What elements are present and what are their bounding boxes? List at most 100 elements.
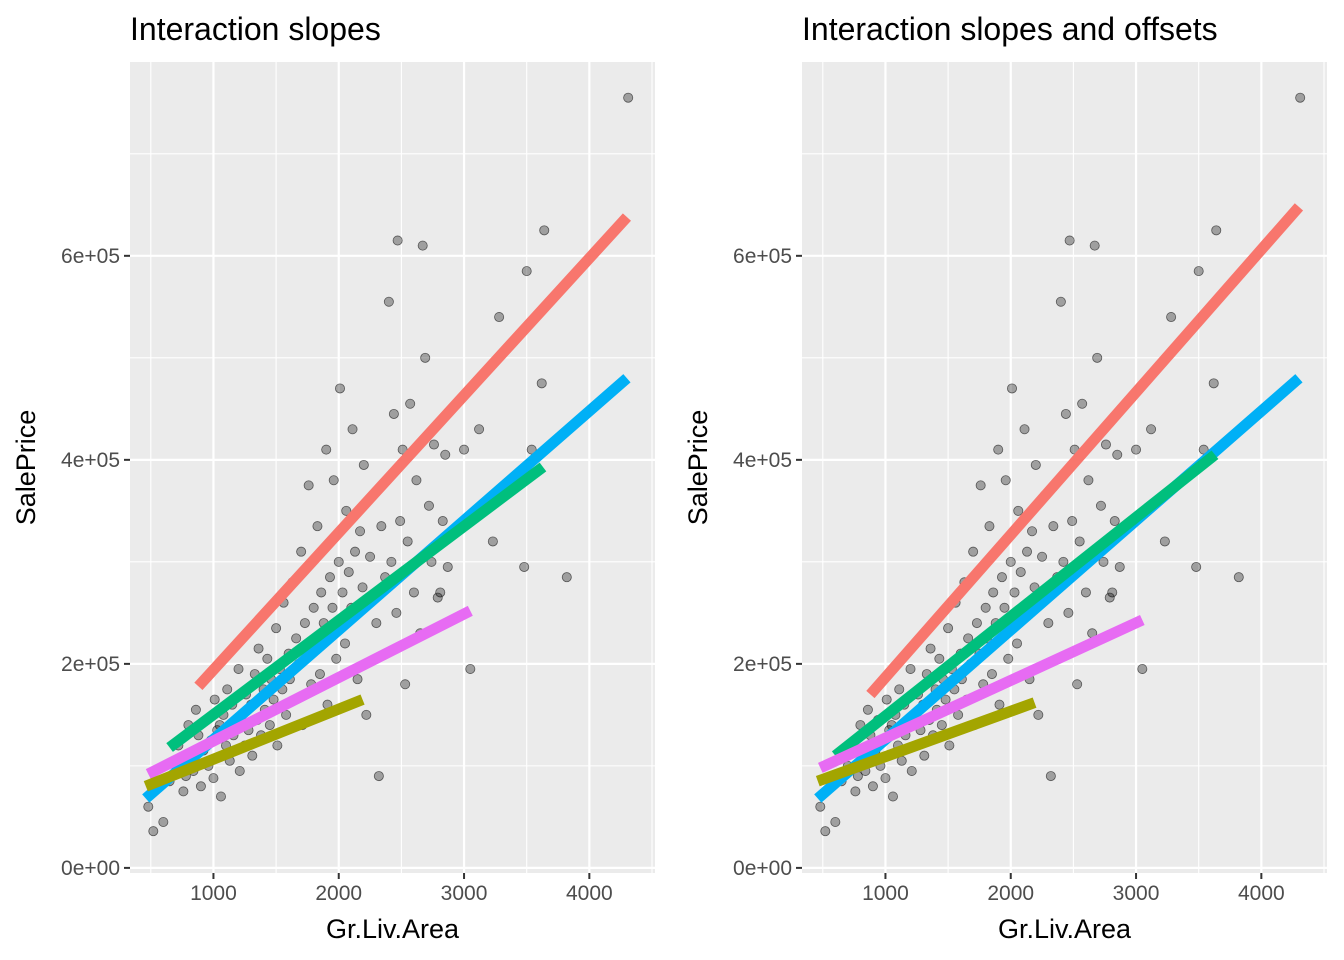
scatter-point	[158, 816, 169, 827]
y-axis-title: SalePrice	[11, 410, 41, 526]
scatter-point	[494, 312, 505, 323]
fit-line	[815, 697, 1037, 787]
scatter-point	[1098, 556, 1109, 567]
scatter-point	[253, 643, 264, 654]
scatter-point	[1100, 439, 1111, 450]
scatter-point	[1137, 663, 1148, 674]
scatter-point	[428, 439, 439, 450]
scatter-point	[209, 694, 220, 705]
x-tick-label: 1000	[862, 882, 909, 905]
scatter-point	[333, 556, 344, 567]
scatter-point	[178, 786, 189, 797]
fit-line	[143, 694, 365, 792]
scatter-point	[1092, 352, 1103, 363]
scatter-point	[1114, 561, 1125, 572]
scatter-point	[291, 633, 302, 644]
scatter-point	[355, 526, 366, 537]
scatter-point	[999, 602, 1010, 613]
scatter-point	[350, 546, 361, 557]
scatter-point	[1003, 653, 1014, 664]
scatter-point	[440, 449, 451, 460]
scatter-point	[432, 592, 443, 603]
scatter-point	[830, 816, 841, 827]
fit-line	[831, 450, 1219, 760]
scatter-point	[1211, 225, 1222, 236]
x-tick-label: 2000	[987, 882, 1034, 905]
scatter-point	[341, 505, 352, 516]
x-tick-label: 1000	[190, 882, 237, 905]
scatter-point	[994, 699, 1005, 710]
scatter-point	[420, 352, 431, 363]
scatter-point	[1131, 444, 1142, 455]
scatter-point	[919, 750, 930, 761]
scatter-point	[1166, 312, 1177, 323]
fit-line	[817, 615, 1145, 773]
scatter-point	[996, 572, 1007, 583]
scatter-point	[894, 684, 905, 695]
scatter-point	[423, 500, 434, 511]
y-tick-label: 2e+05	[61, 653, 120, 676]
scatter-point	[316, 587, 327, 598]
x-tick-label: 4000	[566, 882, 613, 905]
scatter-point	[340, 638, 351, 649]
scatter-point	[867, 781, 878, 792]
scatter-point	[222, 684, 233, 695]
scatter-point	[1074, 536, 1085, 547]
scatter-point	[1109, 516, 1120, 527]
scatter-point	[1045, 771, 1056, 782]
scatter-point	[1043, 618, 1054, 629]
scatter-point	[519, 561, 530, 572]
scatter-point	[347, 424, 358, 435]
scatter-point	[1208, 378, 1219, 389]
scatter-point	[190, 704, 201, 715]
panel-title: Interaction slopes and offsets	[802, 11, 1218, 47]
scatter-point	[296, 546, 307, 557]
scatter-point	[357, 582, 368, 593]
fit-lines	[142, 213, 631, 803]
scatter-point	[435, 587, 446, 598]
scatter-point	[334, 383, 345, 394]
scatter-point	[312, 521, 323, 532]
scatter-point	[850, 786, 861, 797]
scatter-point	[1030, 459, 1041, 470]
scatter-point	[148, 826, 159, 837]
scatter-point	[1107, 587, 1118, 598]
scatter-point	[1104, 592, 1115, 603]
scatter-point	[1019, 424, 1030, 435]
scatter-point	[352, 674, 363, 685]
scatter-point	[993, 444, 1004, 455]
y-axis-title: SalePrice	[683, 410, 713, 526]
scatter-point	[539, 225, 550, 236]
scatter-point	[1055, 296, 1066, 307]
scatter-point	[417, 240, 428, 251]
x-axis-title: Gr.Liv.Area	[998, 914, 1132, 944]
scatter-point	[383, 296, 394, 307]
scatter-point	[986, 669, 997, 680]
x-axis-title: Gr.Liv.Area	[326, 914, 460, 944]
scatter-point	[940, 694, 951, 705]
x-tick-label: 3000	[1113, 882, 1160, 905]
scatter-point	[968, 546, 979, 557]
y-tick-label: 0e+00	[61, 857, 120, 880]
axes: 1000 2000 3000 4000 0e+00 2e+05 4e+05 6e+05	[61, 245, 613, 905]
scatter-point	[984, 521, 995, 532]
scatter-point	[1295, 92, 1306, 103]
scatter-point	[1080, 587, 1091, 598]
scatter-point	[963, 633, 974, 644]
scatter-point	[925, 643, 936, 654]
scatter-point	[465, 663, 476, 674]
scatter-point	[361, 709, 372, 720]
scatter-point	[321, 444, 332, 455]
scatter-point	[343, 567, 354, 578]
scatter-point	[233, 663, 244, 674]
fit-line	[194, 213, 631, 691]
x-tick-label: 3000	[441, 882, 488, 905]
panel-title: Interaction slopes	[130, 11, 381, 47]
y-tick-label: 2e+05	[733, 653, 792, 676]
scatter-point	[376, 521, 387, 532]
scatter-point	[905, 663, 916, 674]
scatter-point	[1022, 546, 1033, 557]
fit-line	[866, 203, 1304, 699]
x-tick-label: 4000	[1238, 882, 1285, 905]
